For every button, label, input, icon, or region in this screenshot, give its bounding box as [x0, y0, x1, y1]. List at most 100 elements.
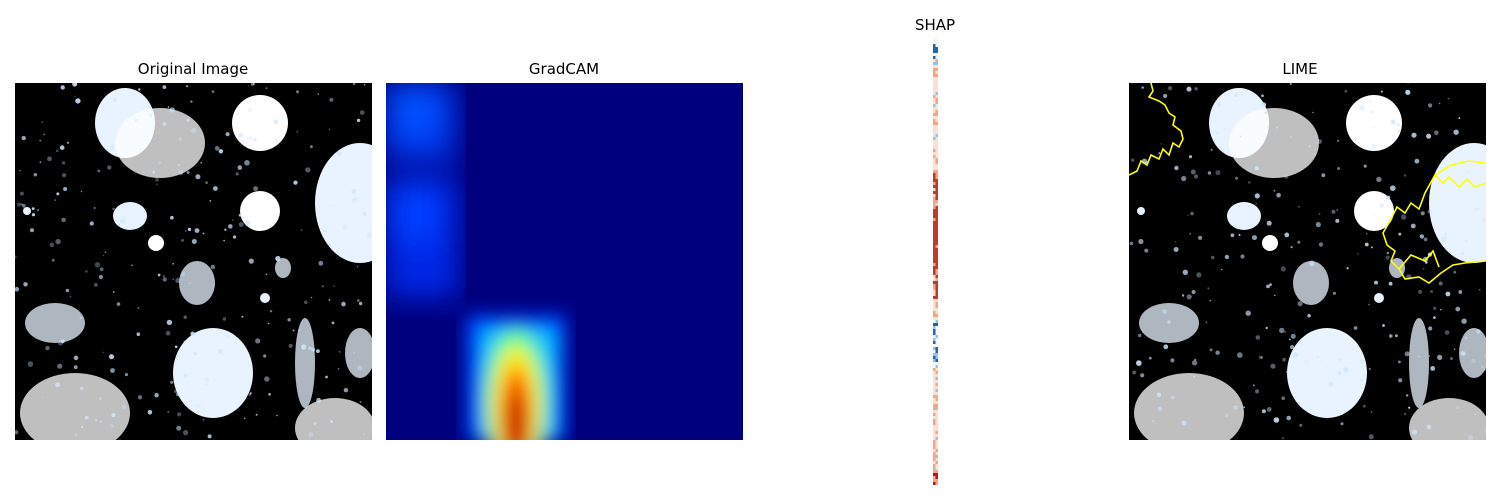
shap-cell [935, 368, 938, 371]
tissue-speckle [62, 173, 67, 178]
shap-cell [933, 476, 936, 479]
shap-cell [935, 365, 938, 368]
tissue-speckle [1484, 428, 1486, 431]
tissue-speckle [1481, 218, 1486, 223]
shap-cell [935, 464, 938, 467]
tissue-speckle [248, 393, 251, 397]
shap-cell [935, 383, 938, 386]
tissue-speckle [1456, 405, 1460, 410]
tissue-speckle [1281, 396, 1285, 401]
tissue-speckle [187, 227, 192, 231]
tissue-speckle [1438, 281, 1443, 286]
tissue-speckle [1386, 251, 1389, 255]
tissue-blob [1293, 261, 1329, 305]
shap-cell [935, 254, 938, 257]
tissue-blob [260, 293, 270, 303]
tissue-speckle [318, 260, 324, 266]
tissue-speckle [248, 85, 250, 87]
tissue-speckle [93, 207, 96, 209]
shap-cell [933, 80, 936, 83]
shap-cell [935, 92, 938, 95]
tissue-speckle [300, 229, 303, 231]
tissue-speckle [183, 430, 189, 436]
tissue-speckle [41, 121, 44, 124]
shap-cell [933, 212, 936, 215]
shap-cell [935, 140, 938, 143]
shap-cell [933, 53, 936, 56]
tissue-speckle [364, 247, 366, 249]
tissue-speckle [147, 410, 153, 415]
shap-cell [935, 452, 938, 455]
shap-cell [933, 479, 936, 482]
shap-cell [935, 50, 938, 53]
tissue-speckle [157, 273, 161, 277]
tissue-speckle [1158, 152, 1161, 155]
tissue-speckle [56, 192, 60, 196]
tissue-speckle [149, 113, 153, 117]
shap-cell [933, 146, 936, 149]
shap-cell [935, 296, 938, 299]
tissue-speckle [1396, 129, 1401, 133]
shap-cell [933, 389, 936, 392]
tissue-speckle [33, 173, 37, 177]
tissue-speckle [331, 247, 334, 251]
shap-cell [933, 92, 936, 95]
shap-cell [933, 143, 936, 146]
tissue-speckle [1414, 158, 1420, 164]
tissue-speckle [165, 330, 171, 336]
tissue-blob [1134, 373, 1244, 440]
shap-cell [935, 410, 938, 413]
tissue-speckle [138, 88, 141, 91]
shap-cell [933, 125, 936, 128]
tissue-speckle [292, 329, 295, 332]
tissue-speckle [1215, 131, 1219, 135]
tissue-speckle [55, 382, 60, 388]
shap-cell [933, 50, 936, 53]
shap-cell [933, 200, 936, 203]
shap-cell [933, 173, 936, 176]
tissue-speckle [112, 207, 115, 211]
shap-cell [935, 116, 938, 119]
tissue-speckle [172, 278, 174, 280]
tissue-speckle [1292, 352, 1299, 358]
shap-cell [933, 308, 936, 311]
tissue-speckle [1420, 211, 1425, 216]
tissue-speckle [172, 263, 174, 265]
shap-cell [935, 203, 938, 206]
shap-cell [933, 227, 936, 230]
tissue-speckle [36, 208, 39, 212]
tissue-speckle [73, 355, 79, 361]
shap-cell [933, 74, 936, 77]
tissue-speckle [1332, 334, 1334, 336]
shap-cell [935, 272, 938, 275]
shap-cell [933, 296, 936, 299]
tissue-speckle [1390, 185, 1396, 191]
tissue-speckle [120, 218, 126, 224]
tissue-speckle [1379, 203, 1385, 208]
tissue-speckle [49, 242, 55, 248]
shap-cell [935, 308, 938, 311]
tissue-speckle [1209, 348, 1213, 352]
tissue-speckle [1337, 139, 1340, 142]
shap-cell [935, 449, 938, 452]
shap-cell [933, 182, 936, 185]
shap-cell [935, 443, 938, 446]
tissue-speckle [60, 339, 65, 344]
tissue-speckle [359, 400, 362, 404]
tissue-speckle [167, 410, 170, 413]
tissue-speckle [237, 165, 243, 170]
shap-cell [933, 482, 936, 485]
tissue-speckle [1317, 139, 1322, 144]
tissue-speckle [1398, 360, 1401, 364]
tissue-speckle [99, 267, 104, 272]
tissue-speckle [1131, 158, 1135, 162]
tissue-speckle [1372, 144, 1376, 148]
tissue-speckle [1188, 155, 1193, 159]
shap-cell [935, 119, 938, 122]
tissue-speckle [1430, 290, 1433, 293]
shap-cell [933, 320, 936, 323]
tissue-speckle [313, 422, 317, 425]
tissue-speckle [1370, 411, 1373, 413]
tissue-speckle [1444, 232, 1447, 236]
tissue-speckle [1276, 126, 1279, 129]
